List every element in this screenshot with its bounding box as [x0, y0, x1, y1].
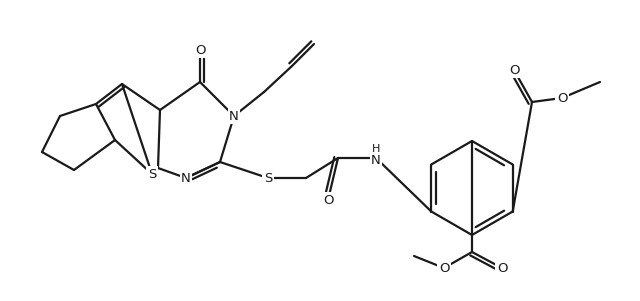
Text: N: N [229, 110, 239, 123]
Text: H: H [372, 144, 380, 154]
Text: O: O [557, 92, 567, 104]
Text: O: O [439, 262, 449, 275]
Text: N: N [181, 172, 191, 185]
Text: S: S [148, 167, 156, 181]
Text: N: N [371, 154, 381, 166]
Text: O: O [509, 64, 519, 76]
Text: O: O [497, 262, 508, 275]
Text: O: O [323, 194, 333, 206]
Text: S: S [264, 172, 272, 185]
Text: O: O [195, 44, 205, 57]
